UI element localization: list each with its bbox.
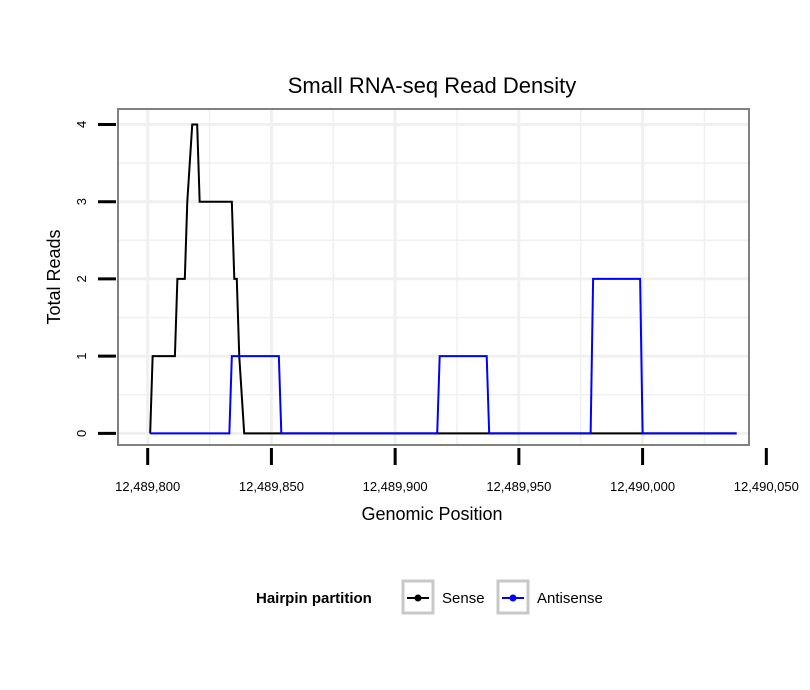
y-tick-label: 2 [74, 275, 89, 282]
x-tick-label: 12,489,800 [115, 479, 180, 494]
legend-label-antisense: Antisense [537, 590, 603, 607]
grid-layer [118, 109, 749, 445]
x-axis: 12,489,800 12,489,850 12,489,900 12,489,950… [115, 448, 799, 494]
x-tick-label: 12,490,000 [610, 479, 675, 494]
x-tick-label: 12,489,850 [239, 479, 304, 494]
x-axis-title: Genomic Position [361, 504, 502, 524]
legend-title: Hairpin partition [256, 590, 372, 607]
series-line-antisense [150, 277, 737, 435]
y-tick-label: 4 [74, 121, 89, 128]
y-tick-label: 1 [74, 353, 89, 360]
y-tick-label: 3 [74, 198, 89, 205]
series-layer [149, 123, 737, 435]
legend-key-sense-dot [414, 594, 422, 602]
panel-border [117, 108, 750, 446]
legend: Hairpin partition Sense Antisense [256, 579, 603, 615]
series-line-sense [149, 123, 737, 435]
legend-label-sense: Sense [442, 590, 485, 607]
y-axis-title: Total Reads [44, 229, 64, 324]
chart-title: Small RNA-seq Read Density [288, 73, 577, 98]
x-tick-label: 12,489,900 [363, 479, 428, 494]
legend-key-antisense-dot [509, 594, 517, 602]
x-tick-label: 12,490,050 [734, 479, 799, 494]
y-axis: 0 1 2 3 4 [74, 121, 116, 437]
y-tick-label: 0 [74, 430, 89, 437]
x-tick-label: 12,489,950 [486, 479, 551, 494]
